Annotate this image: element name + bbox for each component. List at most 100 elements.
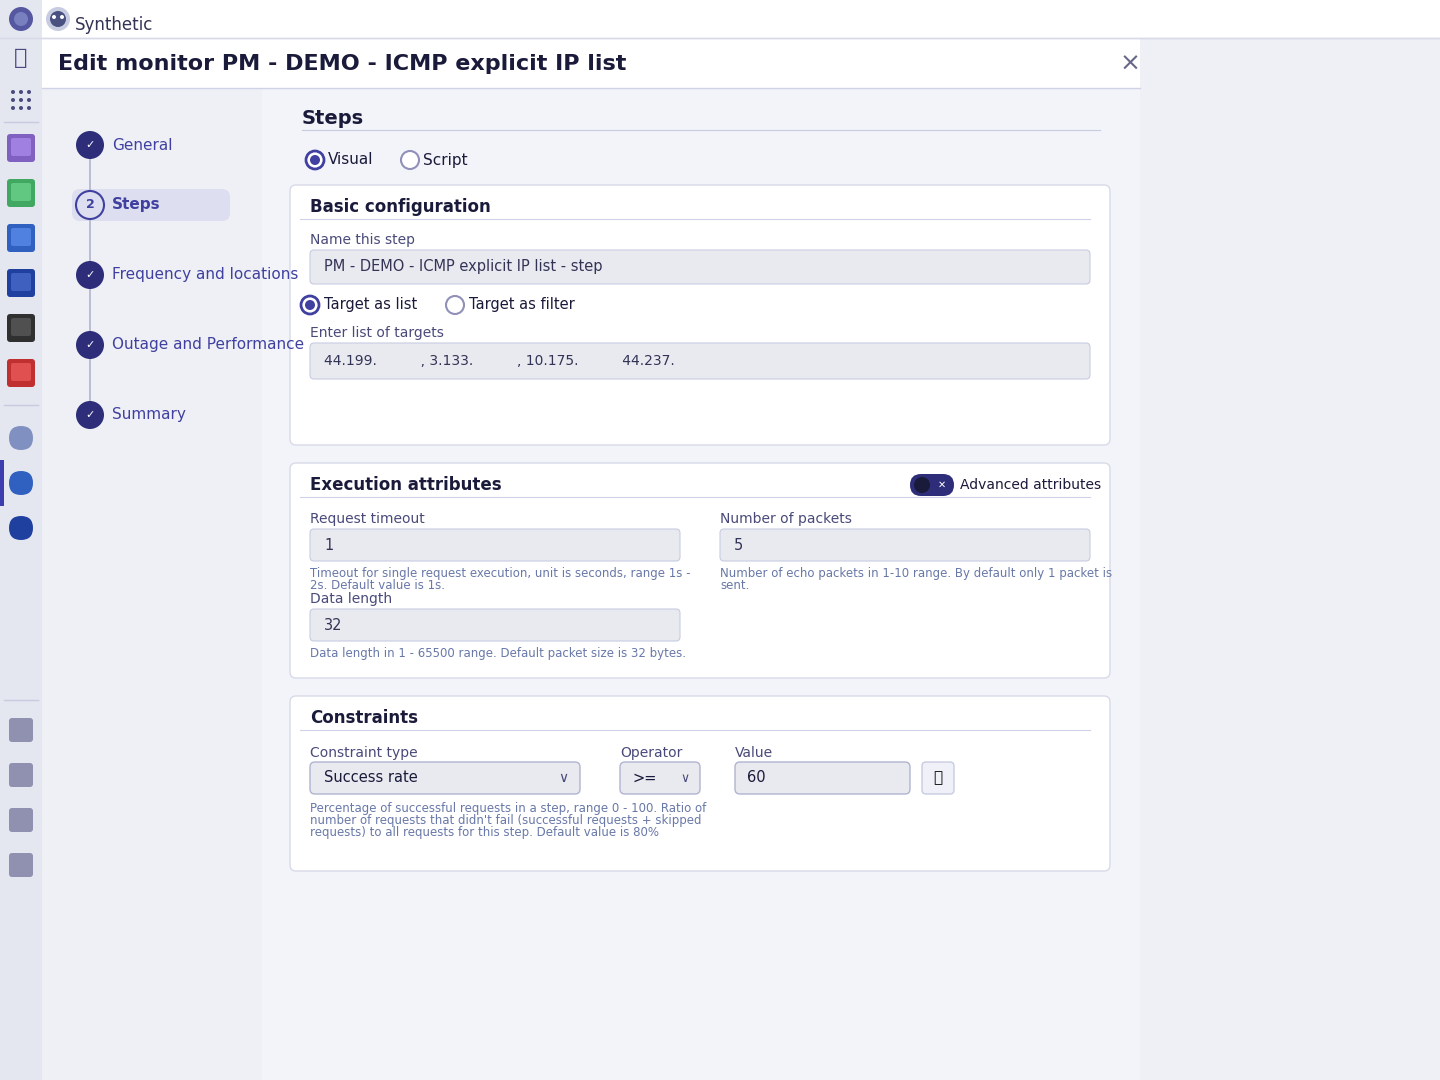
Circle shape: [46, 6, 71, 31]
FancyBboxPatch shape: [72, 189, 230, 221]
Circle shape: [12, 106, 14, 110]
FancyBboxPatch shape: [289, 185, 1110, 445]
Circle shape: [76, 131, 104, 159]
Text: Percentage of successful requests in a step, range 0 - 100. Ratio of: Percentage of successful requests in a s…: [310, 802, 706, 815]
Circle shape: [60, 15, 63, 19]
Text: 1: 1: [324, 538, 333, 553]
Circle shape: [310, 156, 320, 165]
Circle shape: [52, 15, 56, 19]
FancyBboxPatch shape: [9, 718, 33, 742]
Text: 60: 60: [747, 770, 766, 785]
Text: ⌕: ⌕: [14, 48, 27, 68]
Text: ✓: ✓: [85, 340, 95, 350]
Bar: [262, 87, 1140, 1080]
FancyBboxPatch shape: [12, 363, 32, 381]
FancyBboxPatch shape: [7, 314, 35, 342]
Text: Visual: Visual: [328, 152, 373, 167]
Circle shape: [301, 296, 320, 314]
FancyBboxPatch shape: [9, 516, 33, 540]
Bar: [0, 460, 4, 507]
Text: Steps: Steps: [302, 108, 364, 127]
Text: Edit monitor PM - DEMO - ICMP explicit IP list: Edit monitor PM - DEMO - ICMP explicit I…: [58, 54, 626, 75]
FancyBboxPatch shape: [289, 696, 1110, 870]
Circle shape: [50, 11, 66, 27]
FancyBboxPatch shape: [310, 529, 680, 561]
FancyBboxPatch shape: [9, 808, 33, 832]
Circle shape: [12, 98, 14, 102]
FancyBboxPatch shape: [12, 318, 32, 336]
Text: ∨: ∨: [680, 771, 690, 784]
Text: Summary: Summary: [112, 407, 186, 422]
FancyBboxPatch shape: [12, 138, 32, 156]
Text: Success rate: Success rate: [324, 770, 418, 785]
Bar: [42, 38, 1140, 1080]
FancyBboxPatch shape: [922, 762, 953, 794]
FancyBboxPatch shape: [310, 249, 1090, 284]
Circle shape: [9, 6, 33, 31]
Circle shape: [19, 106, 23, 110]
Text: Constraints: Constraints: [310, 708, 418, 727]
Bar: [42, 87, 262, 1080]
Bar: [42, 38, 1140, 87]
Text: Data length in 1 - 65500 range. Default packet size is 32 bytes.: Data length in 1 - 65500 range. Default …: [310, 647, 685, 660]
Text: 44.199.          , 3.133.          , 10.175.          44.237.: 44.199. , 3.133. , 10.175. 44.237.: [324, 354, 675, 368]
Text: 2s. Default value is 1s.: 2s. Default value is 1s.: [310, 579, 445, 592]
Text: PM - DEMO - ICMP explicit IP list - step: PM - DEMO - ICMP explicit IP list - step: [324, 259, 602, 274]
Circle shape: [76, 261, 104, 289]
Text: Value: Value: [734, 746, 773, 760]
Text: Target as filter: Target as filter: [469, 297, 575, 312]
FancyBboxPatch shape: [9, 426, 33, 450]
Circle shape: [27, 90, 32, 94]
Circle shape: [76, 401, 104, 429]
FancyBboxPatch shape: [910, 474, 953, 496]
Circle shape: [305, 300, 315, 310]
Text: 🗑: 🗑: [933, 770, 943, 785]
Text: 2: 2: [85, 199, 95, 212]
FancyBboxPatch shape: [12, 183, 32, 201]
Circle shape: [446, 296, 464, 314]
FancyBboxPatch shape: [720, 529, 1090, 561]
Text: 5: 5: [734, 538, 743, 553]
Text: Number of packets: Number of packets: [720, 512, 852, 526]
FancyBboxPatch shape: [289, 463, 1110, 678]
Circle shape: [19, 90, 23, 94]
FancyBboxPatch shape: [7, 224, 35, 252]
Text: ✓: ✓: [85, 270, 95, 280]
Circle shape: [27, 98, 32, 102]
Text: requests) to all requests for this step. Default value is 80%: requests) to all requests for this step.…: [310, 826, 660, 839]
Circle shape: [14, 12, 27, 26]
Text: ✓: ✓: [85, 410, 95, 420]
Text: Advanced attributes: Advanced attributes: [960, 478, 1102, 492]
FancyBboxPatch shape: [310, 762, 580, 794]
Circle shape: [12, 90, 14, 94]
FancyBboxPatch shape: [9, 762, 33, 787]
Circle shape: [76, 330, 104, 359]
Circle shape: [400, 151, 419, 168]
Text: ×: ×: [1119, 52, 1140, 76]
FancyBboxPatch shape: [7, 359, 35, 387]
Text: ✕: ✕: [937, 480, 946, 490]
FancyBboxPatch shape: [621, 762, 700, 794]
FancyBboxPatch shape: [12, 273, 32, 291]
FancyBboxPatch shape: [12, 228, 32, 246]
FancyBboxPatch shape: [7, 134, 35, 162]
Text: Timeout for single request execution, unit is seconds, range 1s -: Timeout for single request execution, un…: [310, 567, 691, 580]
Text: Script: Script: [423, 152, 468, 167]
Circle shape: [19, 98, 23, 102]
Text: Frequency and locations: Frequency and locations: [112, 268, 298, 283]
Text: >=: >=: [632, 770, 657, 785]
Text: General: General: [112, 137, 173, 152]
FancyBboxPatch shape: [7, 269, 35, 297]
FancyBboxPatch shape: [7, 179, 35, 207]
Text: Steps: Steps: [112, 198, 161, 213]
Bar: [0, 0, 42, 1080]
Text: Target as list: Target as list: [324, 297, 418, 312]
Circle shape: [914, 477, 930, 492]
Text: Execution attributes: Execution attributes: [310, 476, 501, 494]
Text: 32: 32: [324, 618, 343, 633]
Text: Basic configuration: Basic configuration: [310, 198, 491, 216]
Text: Constraint type: Constraint type: [310, 746, 418, 760]
Text: Synthetic: Synthetic: [75, 16, 154, 33]
FancyBboxPatch shape: [9, 471, 33, 495]
FancyBboxPatch shape: [310, 609, 680, 642]
